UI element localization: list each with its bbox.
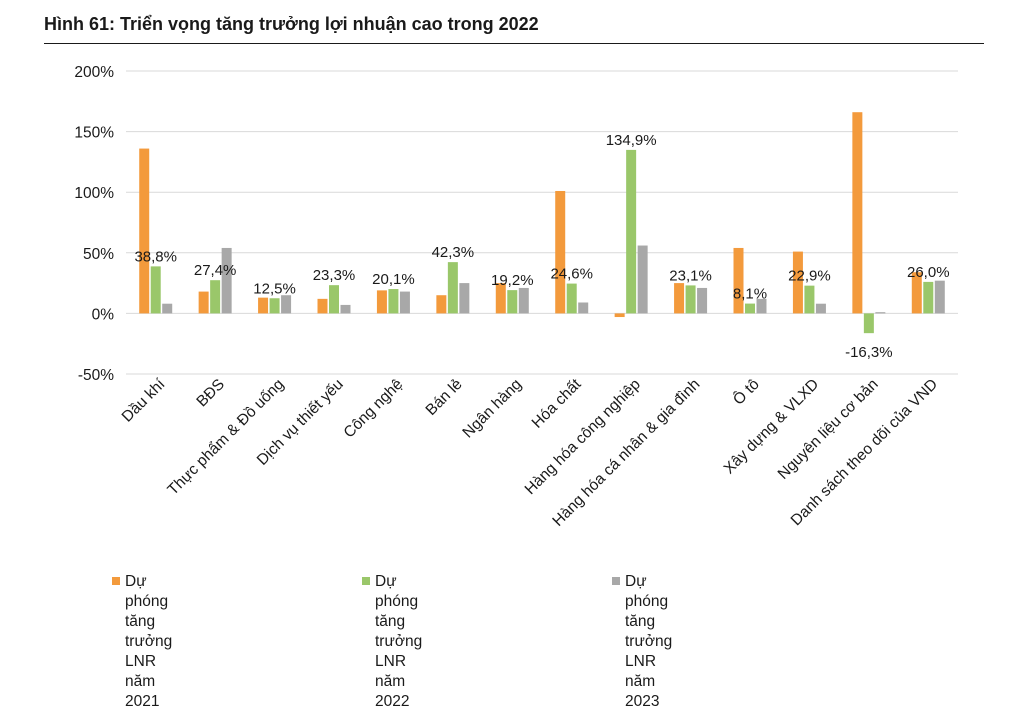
x-tick-label-12: Nguyên liệu cơ bản [775, 376, 882, 483]
bar-s3-10 [756, 298, 767, 314]
y-tick-label-0: -50% [78, 367, 114, 384]
x-tick-label-5: Bán lẻ [423, 376, 466, 419]
bar-s1-2 [258, 297, 269, 314]
bar-s2-1 [210, 280, 221, 314]
bar-s3-8 [637, 245, 648, 314]
bar-chart: -50% 0% 50% 100% 150% 200% 38,8% 27,4% 12,5% 23,3… [74, 64, 958, 530]
data-label-0: 38,8% [134, 248, 177, 265]
bar-s2-3 [329, 285, 339, 314]
data-label-8: 134,9% [606, 132, 657, 149]
bar-s2-9 [685, 285, 696, 314]
bar-s3-0 [162, 303, 173, 314]
y-tick-label-2: 50% [83, 246, 114, 263]
bar-s2-13 [923, 281, 934, 314]
legend-label-2022-line1: Dự phóng tăng trưởng [375, 573, 423, 650]
bar-s3-9 [697, 287, 708, 314]
bar-s3-4 [399, 291, 410, 314]
legend-label-2023: Dự phóng tăng trưởng LNR năm 2023 [625, 573, 673, 710]
data-label-13: 26,0% [907, 264, 950, 281]
bar-s3-12 [875, 312, 886, 314]
bar-s1-6 [495, 283, 506, 314]
y-tick-label-5: 200% [74, 64, 114, 81]
data-label-7: 24,6% [550, 266, 593, 283]
bar-s2-2 [269, 298, 280, 314]
bar-s2-0 [150, 266, 161, 314]
bar-s2-10 [745, 303, 755, 314]
bar-s3-7 [578, 302, 589, 314]
bar-s2-7 [566, 283, 577, 314]
legend-swatch-2022 [362, 577, 370, 585]
legend-swatch-2023 [612, 577, 620, 585]
bar-s3-5 [459, 283, 470, 314]
x-tick-label-1: BĐS [193, 376, 228, 411]
x-tick-label-8: Hàng hóa công nghiệp [522, 376, 644, 498]
data-label-1: 27,4% [194, 262, 237, 279]
bar-s3-2 [281, 295, 292, 314]
bar-s1-5 [436, 295, 447, 314]
bar-s1-11 [792, 251, 803, 314]
x-tick-label-2: Thực phẩm & Đồ uống [164, 376, 287, 499]
bar-s3-1 [221, 247, 232, 314]
y-tick-label-1: 0% [92, 306, 115, 323]
bar-s3-3 [340, 304, 351, 314]
figure-title: Hình 61: Triển vọng tăng trưởng lợi nhuậ… [44, 14, 539, 34]
bar-s1-13 [911, 272, 922, 314]
legend-label-2021-line1: Dự phóng tăng trưởng [125, 573, 173, 650]
bar-s1-8 [614, 313, 625, 318]
bar-s3-6 [518, 287, 529, 314]
bar-s2-11 [804, 285, 815, 314]
x-tick-label-10: Ô tô [730, 376, 763, 409]
data-label-4: 20,1% [372, 271, 415, 288]
bar-s1-9 [674, 283, 685, 314]
bar-s1-4 [376, 290, 387, 314]
bar-s3-11 [815, 303, 826, 314]
y-tick-label-3: 100% [74, 185, 114, 202]
legend-label-2022-line2: LNR năm 2022 [375, 653, 410, 710]
bar-s2-4 [388, 289, 399, 314]
x-tick-label-0: Dầu khí [119, 375, 169, 425]
data-label-5: 42,3% [432, 244, 475, 261]
data-label-9: 23,1% [669, 267, 712, 284]
bar-s2-5 [447, 262, 458, 314]
x-tick-label-4: Công nghệ [341, 376, 407, 442]
bar-s1-1 [198, 291, 209, 314]
legend-label-2021-line2: LNR năm 2021 [125, 653, 160, 710]
bar-s1-12 [852, 112, 863, 314]
bar-s1-0 [139, 148, 150, 314]
data-label-11: 22,9% [788, 268, 831, 285]
data-label-12: -16,3% [845, 344, 893, 361]
data-label-10: 8,1% [733, 286, 767, 303]
bar-s2-6 [507, 290, 518, 314]
bar-s1-7 [555, 190, 566, 314]
bar-s1-10 [733, 247, 744, 314]
bar-s2-12 [863, 313, 874, 334]
bar-s1-3 [317, 298, 328, 314]
title-rule [44, 43, 984, 44]
legend-swatch-2021 [112, 577, 120, 585]
data-label-6: 19,2% [491, 272, 534, 289]
bar-s2-8 [626, 149, 637, 314]
data-label-2: 12,5% [253, 280, 296, 297]
bar-s3-13 [934, 280, 945, 314]
y-tick-label-4: 150% [74, 125, 114, 142]
data-label-3: 23,3% [313, 267, 356, 284]
x-tick-label-7: Hóa chất [529, 375, 585, 431]
x-tick-label-6: Ngân hàng [459, 376, 525, 442]
